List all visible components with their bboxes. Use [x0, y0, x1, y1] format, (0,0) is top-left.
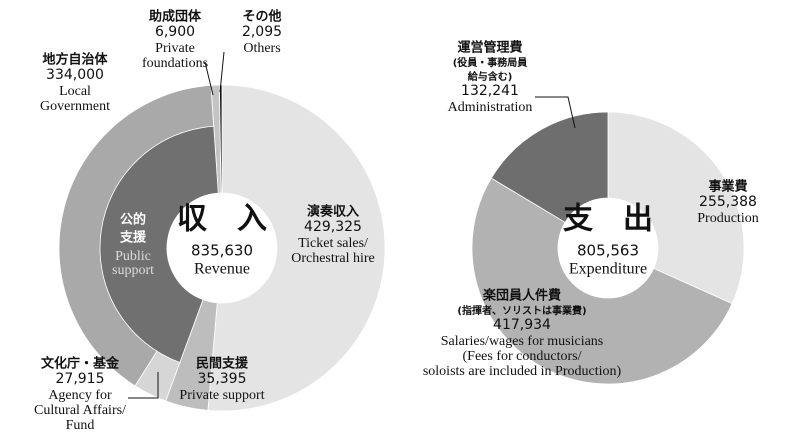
segment-value: 6,900	[155, 24, 195, 40]
segment-label: 運営管理費	[457, 40, 522, 56]
center-total: 805,563	[577, 242, 639, 260]
segment-label: 文化庁・基金	[41, 356, 120, 372]
center-title: 支 出	[563, 202, 653, 237]
hole	[167, 193, 277, 303]
segment-label-en: Ticket sales/	[298, 236, 368, 251]
segment-label-en: Government	[40, 99, 110, 114]
segment-value: 429,325	[304, 219, 362, 235]
segment-note: 給与含む)	[468, 70, 513, 83]
segment-label: その他	[242, 9, 281, 25]
segment-value: 132,241	[461, 83, 519, 99]
segment-note: (指揮者、ソリストは事業費)	[457, 304, 586, 317]
segment-value: 417,934	[493, 317, 551, 333]
leader-line	[535, 96, 576, 129]
segment-label-en: Others	[243, 41, 280, 56]
group-label-en: support	[112, 263, 154, 278]
segment-label-en: Fund	[66, 418, 95, 433]
segment-label-en: Administration	[448, 100, 533, 115]
group-label-en: Public	[115, 249, 151, 264]
group-label: 公的	[120, 212, 146, 228]
center-total: 835,630	[191, 242, 253, 260]
segment-label-en: foundations	[142, 56, 208, 71]
segment-label-en: Cultural Affairs/	[34, 403, 126, 418]
segment-label: 助成団体	[149, 9, 202, 25]
segment-label: 楽団員人件費	[482, 288, 561, 304]
segment-value: 2,095	[242, 24, 282, 40]
leader-line	[204, 61, 214, 96]
segment-value: 334,000	[46, 67, 104, 83]
segment-label-en: Private support	[179, 388, 264, 403]
segment-label: 演奏収入	[307, 204, 359, 220]
segment-label-en: Local	[59, 84, 91, 99]
center-subtitle: Expenditure	[569, 261, 647, 278]
segment-label-en: (Fees for conductors/	[463, 349, 582, 364]
group-label: 支援	[119, 230, 147, 246]
segment-value: 27,915	[56, 371, 105, 387]
segment-note: (役員・事務局員	[453, 56, 528, 69]
segment-label-en: soloists are included in Production)	[423, 364, 622, 379]
segment-label-en: Production	[697, 211, 758, 226]
segment-value: 255,388	[699, 194, 757, 210]
segment-label-en: Private	[155, 41, 195, 56]
segment-value: 35,395	[198, 371, 247, 387]
hole	[558, 198, 658, 298]
segment-label: 地方自治体	[42, 52, 108, 68]
leader-line	[128, 372, 159, 399]
segment-label-en: Orchestral hire	[291, 251, 375, 266]
segment-label: 事業費	[708, 179, 747, 195]
center-title: 収 入	[177, 202, 267, 237]
segment-label: 民間支援	[196, 356, 249, 372]
center-subtitle: Revenue	[194, 261, 250, 278]
leader-line	[219, 51, 225, 93]
segment-label-en: Salaries/wages for musicians	[441, 334, 604, 349]
segment-label-en: Agency for	[48, 388, 112, 403]
